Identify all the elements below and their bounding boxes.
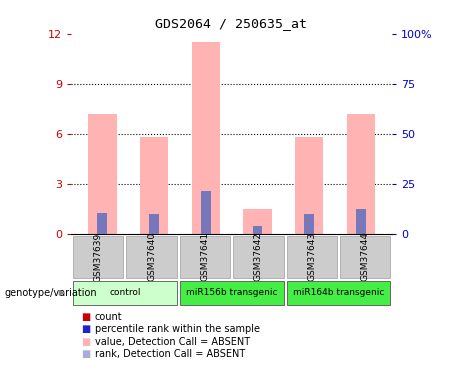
Text: miR164b transgenic: miR164b transgenic (293, 288, 384, 297)
Bar (88, 114, 117, 234)
Text: ■: ■ (81, 312, 90, 322)
Bar (253, 226, 262, 234)
Bar (243, 209, 272, 234)
Text: GSM37643: GSM37643 (307, 232, 316, 281)
Text: GSM37640: GSM37640 (147, 232, 156, 281)
Text: GSM37642: GSM37642 (254, 232, 263, 281)
Text: rank, Detection Call = ABSENT: rank, Detection Call = ABSENT (95, 349, 245, 359)
Bar (287, 236, 337, 278)
Bar (180, 281, 284, 304)
Text: GSM37641: GSM37641 (201, 232, 209, 281)
Text: ■: ■ (81, 324, 90, 334)
Text: GDS2064 / 250635_at: GDS2064 / 250635_at (154, 17, 307, 30)
Bar (233, 236, 284, 278)
Text: control: control (109, 288, 141, 297)
Bar (304, 214, 314, 234)
Bar (73, 236, 123, 278)
Bar (73, 281, 177, 304)
Bar (201, 191, 211, 234)
Text: GSM37639: GSM37639 (94, 232, 103, 282)
Bar (140, 137, 168, 234)
Bar (356, 209, 366, 234)
Text: genotype/variation: genotype/variation (5, 288, 97, 298)
Bar (340, 236, 390, 278)
Text: count: count (95, 312, 122, 322)
Text: ■: ■ (81, 349, 90, 359)
Bar (287, 281, 390, 304)
Bar (97, 213, 107, 234)
Bar (126, 236, 177, 278)
Bar (295, 137, 323, 234)
Text: value, Detection Call = ABSENT: value, Detection Call = ABSENT (95, 337, 249, 346)
Bar (149, 214, 159, 234)
Text: miR156b transgenic: miR156b transgenic (186, 288, 278, 297)
Text: percentile rank within the sample: percentile rank within the sample (95, 324, 260, 334)
Text: ■: ■ (81, 337, 90, 346)
Bar (180, 236, 230, 278)
Bar (347, 114, 375, 234)
Text: GSM37644: GSM37644 (361, 232, 370, 281)
Bar (192, 42, 220, 234)
